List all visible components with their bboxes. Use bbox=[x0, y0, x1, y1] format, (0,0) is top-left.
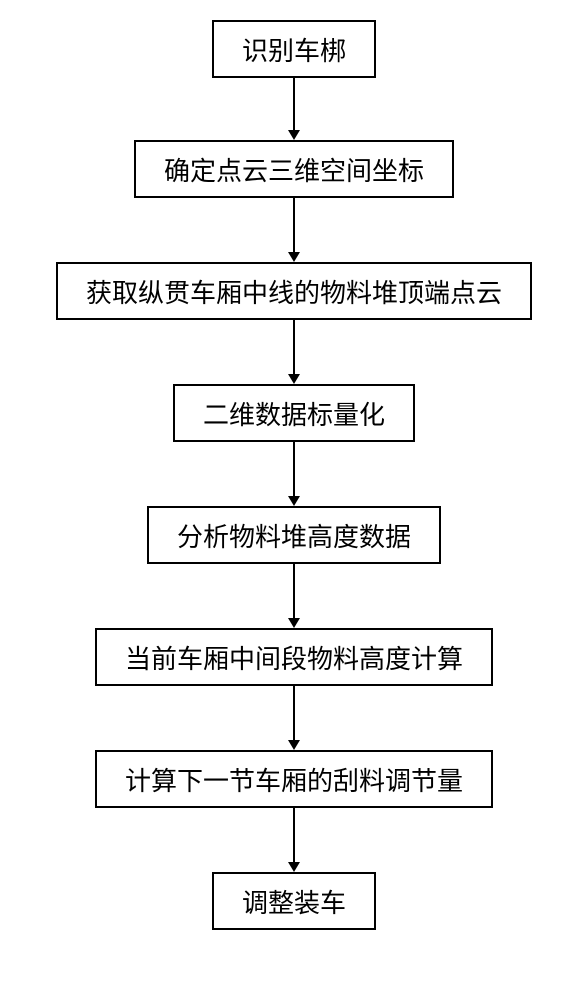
flow-node-n4: 二维数据标量化 bbox=[173, 384, 415, 442]
flow-node-n1: 识别车梆 bbox=[212, 20, 376, 78]
flow-node-label: 计算下一节车厢的刮料调节量 bbox=[125, 761, 463, 798]
flow-node-label: 获取纵贯车厢中线的物料堆顶端点云 bbox=[86, 273, 502, 310]
flow-node-label: 当前车厢中间段物料高度计算 bbox=[125, 639, 463, 676]
flow-node-n7: 计算下一节车厢的刮料调节量 bbox=[95, 750, 493, 808]
flow-arrow-n1-n2 bbox=[282, 78, 306, 140]
flow-arrow-n4-n5 bbox=[282, 442, 306, 506]
flowchart-container: 识别车梆确定点云三维空间坐标获取纵贯车厢中线的物料堆顶端点云二维数据标量化分析物… bbox=[0, 0, 588, 1000]
flow-node-label: 识别车梆 bbox=[242, 31, 346, 68]
flow-node-n6: 当前车厢中间段物料高度计算 bbox=[95, 628, 493, 686]
flow-node-label: 分析物料堆高度数据 bbox=[177, 517, 411, 554]
flow-node-n5: 分析物料堆高度数据 bbox=[147, 506, 441, 564]
flow-node-n3: 获取纵贯车厢中线的物料堆顶端点云 bbox=[56, 262, 532, 320]
flow-arrow-n6-n7 bbox=[282, 686, 306, 750]
flow-arrow-n7-n8 bbox=[282, 808, 306, 872]
flow-arrow-n2-n3 bbox=[282, 198, 306, 262]
flow-node-label: 确定点云三维空间坐标 bbox=[164, 151, 424, 188]
flow-arrow-n5-n6 bbox=[282, 564, 306, 628]
flow-node-n8: 调整装车 bbox=[212, 872, 376, 930]
flow-arrow-n3-n4 bbox=[282, 320, 306, 384]
flow-node-label: 调整装车 bbox=[242, 883, 346, 920]
flow-node-n2: 确定点云三维空间坐标 bbox=[134, 140, 454, 198]
flow-node-label: 二维数据标量化 bbox=[203, 395, 385, 432]
